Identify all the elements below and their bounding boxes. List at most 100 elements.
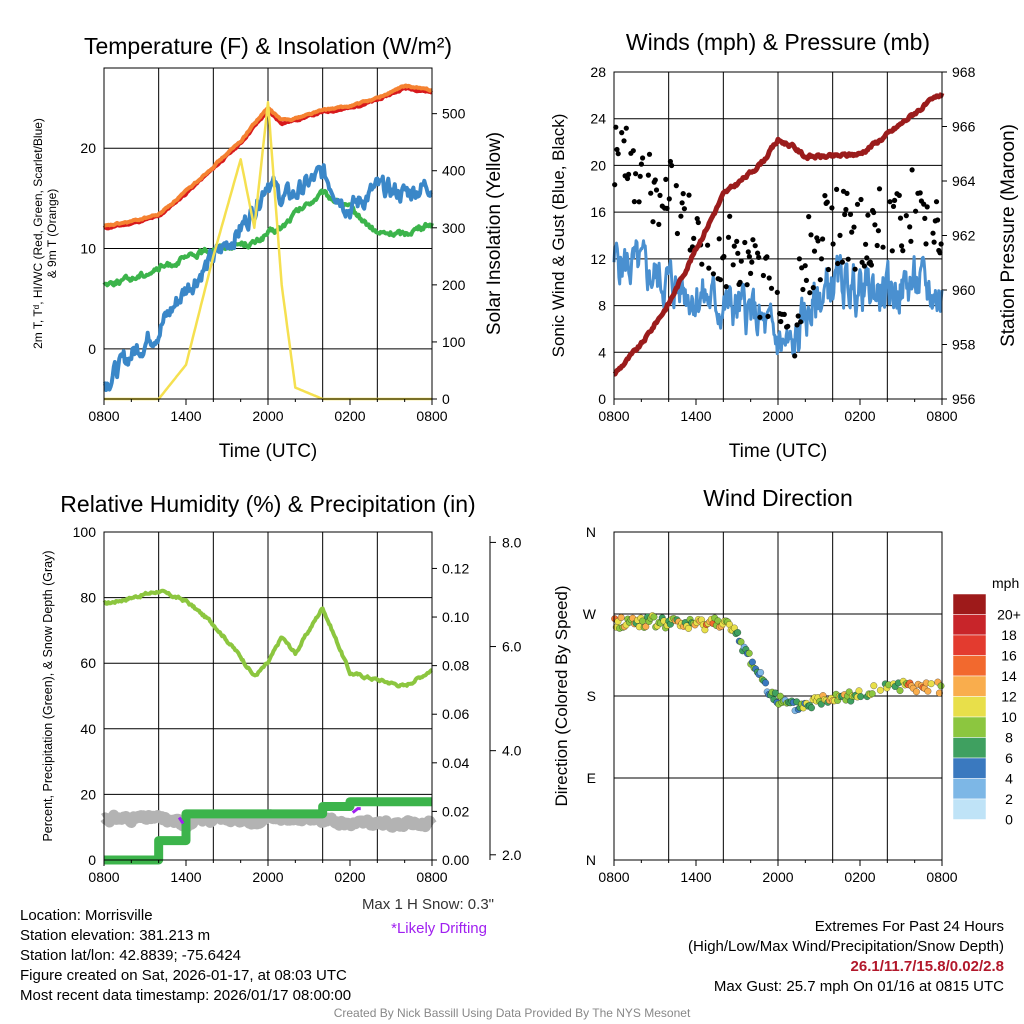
gust-point	[778, 318, 784, 325]
gust-point	[746, 254, 753, 260]
gust-point	[725, 234, 732, 240]
gust-point	[640, 155, 646, 161]
gust-point	[917, 190, 923, 196]
gust-point	[716, 236, 722, 242]
y-tick-label: W	[583, 606, 597, 622]
x-tick-label: 0200	[844, 408, 875, 424]
legend-swatch	[952, 634, 987, 656]
gust-point	[907, 224, 913, 230]
y2-tick-label: 962	[952, 228, 976, 244]
gust-point	[710, 271, 717, 277]
gust-point	[766, 275, 772, 281]
station-info: Location: Morrisville Station elevation:…	[20, 906, 351, 1006]
gust-point	[851, 224, 857, 230]
x-tick-label: 0800	[598, 408, 629, 424]
legend-label: 2	[1005, 791, 1013, 807]
gust-point	[880, 244, 886, 250]
y-tick-label: 100	[73, 524, 97, 540]
gust-point	[818, 256, 825, 262]
y2-tick-label: 0.02	[442, 803, 469, 819]
gust-point	[803, 277, 810, 283]
max-gust-text: Max Gust: 25.7 mph On 01/16 at 0815 UTC	[713, 978, 1004, 995]
gust-point	[764, 254, 770, 260]
legend-label: 6	[1005, 750, 1013, 766]
gust-point	[646, 151, 653, 157]
gust-point	[935, 217, 941, 223]
x-tick-label: 1400	[170, 408, 201, 424]
gust-point	[760, 272, 767, 279]
gust-point	[691, 235, 697, 241]
y2-tick-label: 300	[442, 220, 466, 236]
legend-swatch	[952, 655, 987, 677]
x-tick-label: 0200	[334, 408, 365, 424]
legend-label: 14	[1001, 668, 1017, 684]
extremes-subtitle: (High/Low/Max Wind/Precipitation/Snow De…	[688, 938, 1004, 955]
y-axis-label: Percent, Precipitation (Green), & Snow D…	[41, 550, 55, 841]
x-tick-label: 1400	[680, 408, 711, 424]
x-tick-label: 0800	[416, 408, 447, 424]
series-line-station-pressure	[612, 92, 945, 377]
gust-point	[705, 242, 711, 248]
gust-point	[795, 313, 801, 319]
y2-tick-label: 0.08	[442, 658, 469, 674]
y-tick-label: 8	[598, 298, 606, 314]
y-tick-label: N	[586, 524, 596, 540]
y2-tick-label: 966	[952, 119, 976, 135]
gust-point	[847, 211, 854, 217]
gust-point	[755, 250, 761, 256]
gust-point	[892, 197, 898, 203]
extremes-info: Extremes For Past 24 Hours (High/Low/Max…	[688, 917, 1004, 997]
direction-point	[771, 689, 779, 697]
gust-point	[874, 242, 880, 249]
y2-tick-label: 0.10	[442, 609, 469, 625]
direction-point	[650, 613, 658, 621]
recent-text: Most recent data timestamp: 2026/01/17 0…	[20, 987, 352, 1004]
gust-point	[737, 279, 743, 285]
gust-point	[931, 239, 937, 245]
gust-point	[633, 171, 639, 177]
y2-tick-label: 956	[952, 391, 976, 407]
direction-point	[734, 629, 742, 636]
y-tick-label: 24	[590, 111, 606, 127]
legend-swatch	[952, 593, 987, 615]
gust-point	[844, 190, 850, 196]
legend-swatch	[952, 675, 987, 697]
chart-title: Wind Direction	[703, 485, 853, 511]
gust-point	[731, 243, 737, 249]
y-tick-label: 20	[590, 157, 606, 173]
y-tick-label: 28	[590, 64, 606, 80]
gust-point	[678, 213, 684, 219]
elevation-text: Station elevation: 381.213 m	[20, 927, 211, 944]
gust-point	[621, 138, 627, 144]
gust-point	[612, 182, 618, 188]
gust-point	[735, 250, 741, 256]
legend-label: 10	[1001, 709, 1017, 725]
gust-point	[626, 171, 632, 177]
y-tick-label: 20	[80, 786, 96, 802]
gust-point	[645, 172, 652, 178]
gust-point	[680, 191, 686, 197]
y2-tick-label: 400	[442, 163, 466, 179]
x-tick-label: 0200	[844, 869, 875, 885]
y2-tick-label: 0	[442, 391, 450, 407]
gust-point	[903, 213, 909, 219]
direction-point	[876, 686, 884, 694]
y-tick-label: 0	[598, 391, 606, 407]
legend-label: 0	[1005, 811, 1013, 827]
gust-point	[695, 219, 701, 226]
legend-label: 4	[1005, 770, 1013, 786]
y-tick-label: 80	[80, 590, 96, 606]
gust-point	[845, 256, 851, 262]
gust-point	[745, 249, 751, 255]
gust-point	[699, 261, 705, 267]
gust-point	[933, 199, 940, 205]
gust-point	[631, 199, 638, 205]
gust-point	[744, 282, 750, 288]
direction-point	[817, 700, 825, 708]
y-tick-label: 60	[80, 655, 96, 671]
y2-tick-label: 0.12	[442, 560, 469, 576]
gust-point	[637, 173, 643, 179]
credit-text: Created By Nick Bassill Using Data Provi…	[333, 1006, 691, 1020]
gust-point	[800, 286, 806, 293]
gust-point	[889, 248, 895, 254]
